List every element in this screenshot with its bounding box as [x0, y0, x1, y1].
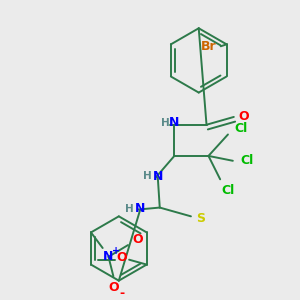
Text: O: O: [116, 251, 127, 264]
Text: Br: Br: [201, 40, 217, 53]
Text: H: H: [161, 118, 170, 128]
Text: Cl: Cl: [234, 122, 247, 135]
Text: N: N: [153, 170, 163, 183]
Text: N: N: [169, 116, 179, 129]
Text: Cl: Cl: [221, 184, 235, 196]
Text: O: O: [238, 110, 249, 123]
Text: H: H: [143, 171, 152, 182]
Text: H: H: [125, 203, 134, 214]
Text: O: O: [108, 281, 119, 295]
Text: N: N: [103, 250, 114, 263]
Text: N: N: [135, 202, 146, 215]
Text: Cl: Cl: [241, 154, 254, 167]
Text: +: +: [112, 246, 120, 256]
Text: -: -: [120, 287, 125, 300]
Text: O: O: [132, 233, 143, 246]
Text: S: S: [196, 212, 205, 225]
